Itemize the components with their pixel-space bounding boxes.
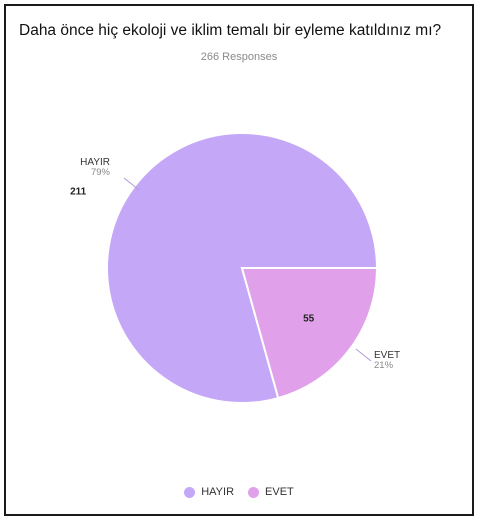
legend-swatch-hayir [184, 486, 196, 498]
slice-percent-label-evet: 21% [374, 360, 394, 371]
pie-value-label-hayir: 211 [70, 186, 87, 197]
leader-line-hayir [123, 177, 140, 191]
response-count: 266 Responses [200, 51, 278, 63]
slice-category-label-hayir: HAYIR [80, 157, 110, 168]
legend-label-hayir: HAYIR [201, 486, 235, 498]
slice-percent-label-hayir: 79% [91, 167, 111, 178]
legend-item-evet[interactable]: EVET [248, 486, 294, 498]
legend-item-hayir[interactable]: HAYIR [184, 486, 234, 498]
slice-category-label-evet: EVET [374, 350, 400, 361]
chart-title: Daha önce hiç ekoloji ve iklim temalı bi… [19, 22, 442, 39]
chart-legend: HAYIR EVET [6, 486, 472, 498]
pie-value-label-evet: 55 [303, 314, 315, 325]
leader-line-evet [355, 348, 372, 362]
chart-card: Daha önce hiç ekoloji ve iklim temalı bi… [4, 4, 474, 516]
pie-slice-evet[interactable] [240, 267, 379, 400]
legend-label-evet: EVET [265, 486, 294, 498]
legend-swatch-evet [248, 486, 260, 498]
